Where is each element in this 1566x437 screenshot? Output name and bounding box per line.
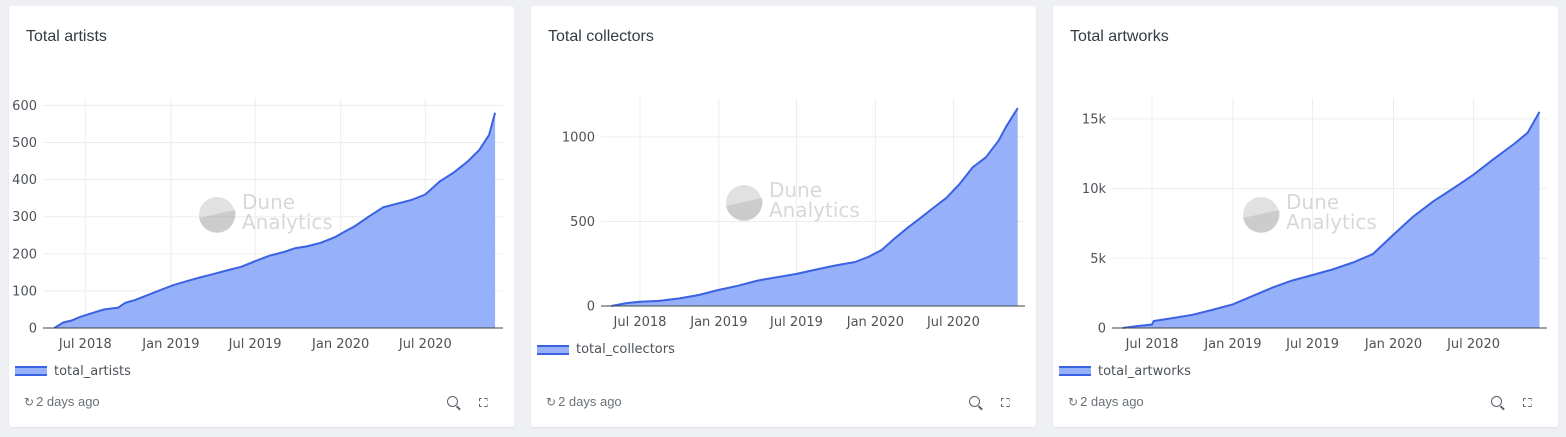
watermark-text-line2: Analytics xyxy=(242,210,333,234)
legend[interactable]: total_artworks xyxy=(1059,363,1191,379)
legend-label: total_collectors xyxy=(576,342,675,357)
legend-swatch xyxy=(15,366,47,376)
watermark-text-line2: Analytics xyxy=(769,198,860,222)
refresh-icon: ↻ xyxy=(24,394,35,409)
x-tick-label: Jan 2020 xyxy=(846,315,904,330)
x-tick-label: Jan 2019 xyxy=(1203,337,1261,352)
x-tick-label: Jan 2020 xyxy=(311,337,369,352)
legend-swatch xyxy=(1059,366,1091,376)
chart-card-total-artworks: Total artworks Dune Analytics 0 5k 10k 15k Jul… xyxy=(1053,6,1558,427)
x-tick-label: Jul 2019 xyxy=(769,315,823,330)
legend[interactable]: total_collectors xyxy=(537,342,675,357)
expand-icon xyxy=(1000,398,1010,407)
x-tick-label: Jul 2018 xyxy=(58,337,112,352)
updated-time: 2 days ago xyxy=(558,394,622,409)
y-tick-label: 500 xyxy=(12,136,37,151)
zoom-in-button[interactable] xyxy=(967,396,981,410)
x-tick-label: Jan 2019 xyxy=(689,315,747,330)
zoom-in-button[interactable] xyxy=(445,396,459,410)
series-area-total_artworks xyxy=(1122,111,1540,329)
refresh-status[interactable]: ↻ 2 days ago xyxy=(546,394,622,409)
watermark-text-line1: Dune xyxy=(769,178,822,202)
fullscreen-button[interactable] xyxy=(476,396,490,410)
x-tick-label: Jul 2020 xyxy=(926,315,980,330)
y-tick-label: 0 xyxy=(587,300,595,315)
watermark-text-line1: Dune xyxy=(242,190,295,214)
expand-icon xyxy=(478,398,488,407)
x-tick-label: Jul 2020 xyxy=(1446,337,1500,352)
x-tick-label: Jul 2018 xyxy=(1125,337,1179,352)
legend[interactable]: total_artists xyxy=(15,363,131,379)
refresh-status[interactable]: ↻ 2 days ago xyxy=(1068,394,1144,409)
y-tick-label: 200 xyxy=(12,247,37,262)
y-tick-label: 600 xyxy=(12,99,37,114)
refresh-icon: ↻ xyxy=(546,394,557,409)
legend-swatch xyxy=(537,344,569,355)
zoom-in-icon xyxy=(446,396,458,407)
fullscreen-button[interactable] xyxy=(998,396,1012,410)
y-tick-label: 15k xyxy=(1082,112,1107,127)
zoom-in-icon xyxy=(1490,396,1502,407)
y-tick-label: 5k xyxy=(1090,252,1106,267)
y-tick-label: 1000 xyxy=(562,130,595,145)
series-area-total_collectors xyxy=(611,108,1018,306)
updated-time: 2 days ago xyxy=(36,394,100,409)
card-title: Total artworks xyxy=(1070,28,1169,45)
refresh-icon: ↻ xyxy=(1068,394,1079,409)
y-tick-label: 10k xyxy=(1082,182,1107,197)
refresh-status[interactable]: ↻ 2 days ago xyxy=(24,394,100,409)
series-area-total_artists xyxy=(54,112,496,328)
fullscreen-button[interactable] xyxy=(1520,396,1534,410)
card-title: Total collectors xyxy=(548,28,654,45)
x-tick-label: Jul 2019 xyxy=(1285,337,1339,352)
zoom-in-icon xyxy=(968,396,980,407)
watermark-text-line1: Dune xyxy=(1286,190,1339,214)
y-tick-label: 500 xyxy=(570,215,595,230)
series-line-total_artists[interactable] xyxy=(53,112,497,329)
series-line-total_collectors[interactable] xyxy=(611,107,1019,307)
y-tick-label: 100 xyxy=(12,284,37,299)
updated-time: 2 days ago xyxy=(1080,394,1144,409)
chart-card-total-artists: Total artists Dune Analytics 0 100 200 300 400… xyxy=(9,6,514,427)
legend-label: total_artists xyxy=(54,363,131,379)
x-tick-label: Jul 2019 xyxy=(228,337,282,352)
y-tick-label: 0 xyxy=(1098,322,1106,337)
x-tick-label: Jul 2020 xyxy=(398,337,452,352)
y-tick-label: 400 xyxy=(12,173,37,188)
zoom-in-button[interactable] xyxy=(1489,396,1503,410)
y-tick-label: 300 xyxy=(12,210,37,225)
watermark-text-line2: Analytics xyxy=(1286,210,1377,234)
x-tick-label: Jan 2019 xyxy=(141,337,199,352)
y-tick-label: 0 xyxy=(29,322,37,337)
card-title: Total artists xyxy=(26,28,107,45)
legend-label: total_artworks xyxy=(1098,363,1191,379)
x-tick-label: Jul 2018 xyxy=(613,315,667,330)
series-line-total_artworks[interactable] xyxy=(1122,111,1541,329)
expand-icon xyxy=(1522,398,1532,407)
chart-card-total-collectors: Total collectors Dune Analytics 0 500 1000 Ju… xyxy=(531,6,1036,427)
x-tick-label: Jan 2020 xyxy=(1364,337,1422,352)
